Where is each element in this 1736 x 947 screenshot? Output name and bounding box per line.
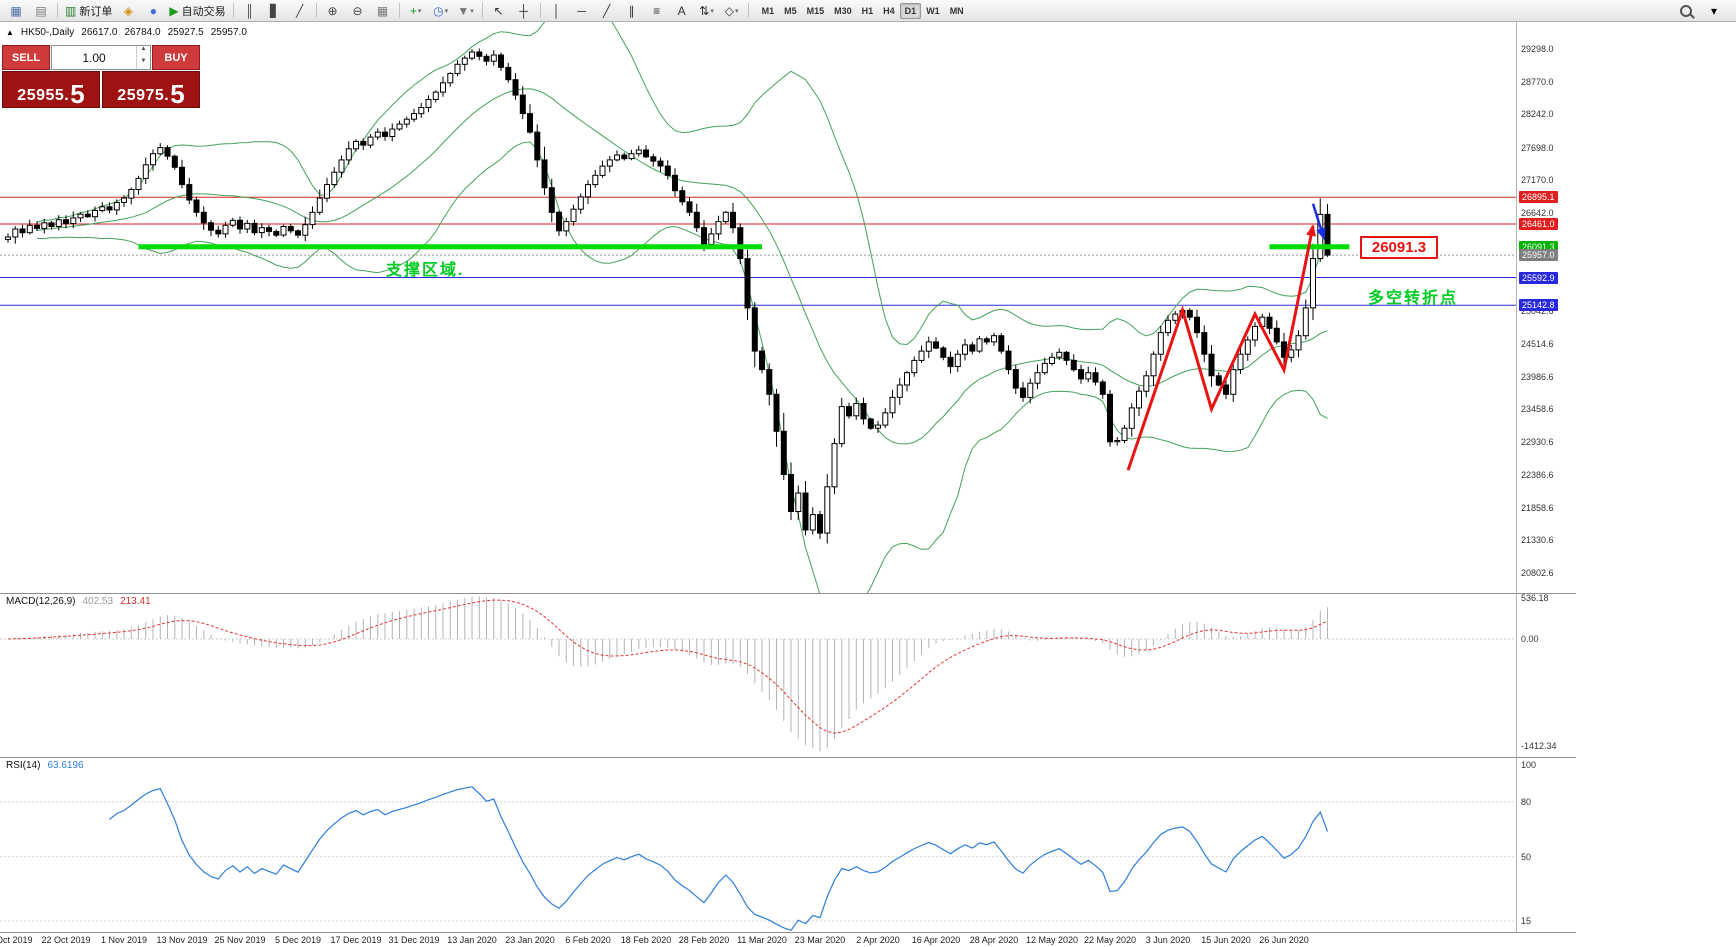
tick-chart-icon[interactable]: ▤ [35, 3, 47, 18]
volume-up-icon[interactable]: ▲ [140, 46, 147, 52]
new-order-button[interactable]: ▥ 新订单 [65, 3, 113, 18]
ohlc-high: 26784.0 [124, 27, 161, 38]
horizontal-line-icon[interactable]: ─ [577, 3, 586, 18]
templates-icon[interactable]: ▼ ▾ [457, 3, 474, 18]
toolbar-separator [232, 3, 234, 18]
volume-spinner: ▲ ▼ [136, 46, 150, 69]
search-icon[interactable] [1674, 1, 1698, 21]
toolbar-separator [398, 3, 400, 18]
macd-signal-value: 213.41 [120, 596, 151, 607]
candlestick-icon[interactable]: ▋ [269, 3, 280, 18]
bar-chart-icon[interactable]: ║ [245, 3, 254, 18]
sell-button[interactable]: SELL [2, 45, 50, 70]
rsi-value: 63.6196 [47, 760, 84, 771]
timeframe-group: M1 M5 M15 M30 H1 H4 D1 W1 MN [757, 2, 969, 19]
one-click-trading-panel: SELL ▲ ▼ BUY 25955. 5 25975. 5 [2, 45, 200, 108]
shapes-icon[interactable]: ◇ ▾ [724, 3, 739, 18]
support-zone-annotation: 支撑区域. [386, 262, 465, 279]
volume-box: ▲ ▼ [51, 45, 151, 70]
text-icon[interactable]: A [677, 3, 686, 18]
macd-main-value: 402.53 [82, 596, 114, 607]
symbol-timeframe-label: HK50-,Daily [20, 27, 75, 38]
zoom-in-icon[interactable]: ⊕ [327, 3, 338, 18]
sell-price-main: 25955. [17, 87, 70, 104]
menu-caret-icon[interactable]: ▾ [1710, 3, 1718, 18]
ohlc-close: 25957.0 [210, 27, 247, 38]
toolbar-separator [315, 3, 317, 18]
rsi-indicator-label: RSI(14) 63.6196 [6, 760, 84, 771]
ohlc-open: 26617.0 [81, 27, 118, 38]
charts-grid-icon[interactable]: ▦ [10, 3, 22, 18]
timeframe-button-h1[interactable]: H1 [861, 5, 874, 16]
volume-input[interactable] [52, 46, 136, 69]
alerts-icon[interactable]: ● [149, 3, 157, 18]
timeframe-button-mn[interactable]: MN [949, 5, 964, 16]
timeframe-button-d1[interactable]: D1 [899, 2, 922, 19]
fibonacci-icon[interactable]: ≡ [653, 3, 661, 18]
buy-price[interactable]: 25975. 5 [102, 71, 200, 108]
timeframe-button-m5[interactable]: M5 [784, 5, 797, 16]
buy-price-main: 25975. [117, 87, 170, 104]
timeframe-button-m30[interactable]: M30 [834, 5, 852, 16]
ohlc-low: 25927.5 [167, 27, 204, 38]
sell-price[interactable]: 25955. 5 [2, 71, 100, 108]
cursor-icon[interactable]: ↖ [493, 3, 504, 18]
timeframe-button-w1[interactable]: W1 [926, 5, 940, 16]
zoom-out-icon[interactable]: ⊖ [352, 3, 363, 18]
vertical-line-icon[interactable]: │ [552, 3, 561, 18]
indicators-icon[interactable]: + ▾ [409, 3, 422, 18]
buy-price-big-digit: 5 [170, 79, 185, 109]
chart-ohlc-header: ▲ HK50-,Daily 26617.0 26784.0 25927.5 25… [6, 27, 247, 38]
main-toolbar: ▦ ▤ ▥ 新订单 ◈ ● ▶ 自动交易 ║ ▋ ╱ ⊕ ⊖ ▦ + ▾ ◷ ▾ ▼ ▾ ↖ ┼ │ ─ ╱ ∥ ≡ A ⇅ ▾ ◇ ▾ M1 M… [0, 0, 1736, 22]
toolbar-separator [57, 3, 58, 18]
timeframe-button-h4[interactable]: H4 [883, 5, 895, 16]
tile-windows-icon[interactable]: ▦ [376, 3, 389, 18]
channel-icon[interactable]: ∥ [628, 3, 635, 18]
toolbar-separator [481, 3, 483, 18]
buy-button[interactable]: BUY [152, 45, 200, 70]
rsi-name: RSI(14) [6, 760, 41, 771]
toolbar-separator [539, 3, 541, 18]
trendline-icon[interactable]: ╱ [602, 3, 611, 18]
arrows-icon[interactable]: ⇅ ▾ [699, 3, 714, 18]
timeframe-button-m1[interactable]: M1 [761, 5, 775, 16]
autotrading-button[interactable]: ▶ 自动交易 [169, 3, 226, 18]
periods-icon[interactable]: ◷ ▾ [433, 3, 449, 18]
timeframe-button-m15[interactable]: M15 [806, 5, 825, 16]
line-chart-icon[interactable]: ╱ [295, 3, 304, 18]
favorites-icon[interactable]: ◈ [123, 3, 133, 18]
macd-indicator-label: MACD(12,26,9) 402.53 213.41 [6, 596, 151, 607]
sell-price-big-digit: 5 [70, 79, 85, 109]
toolbar-separator [747, 3, 749, 18]
volume-down-icon[interactable]: ▼ [140, 57, 147, 64]
pivot-point-annotation: 多空转折点 [1368, 290, 1459, 307]
crosshair-icon[interactable]: ┼ [519, 3, 528, 18]
price-callout-label: 26091.3 [1360, 236, 1438, 259]
macd-name: MACD(12,26,9) [6, 596, 76, 607]
panel-collapse-icon[interactable]: ▲ [6, 28, 14, 37]
toolbar-right-group: ▾ [1674, 1, 1732, 21]
